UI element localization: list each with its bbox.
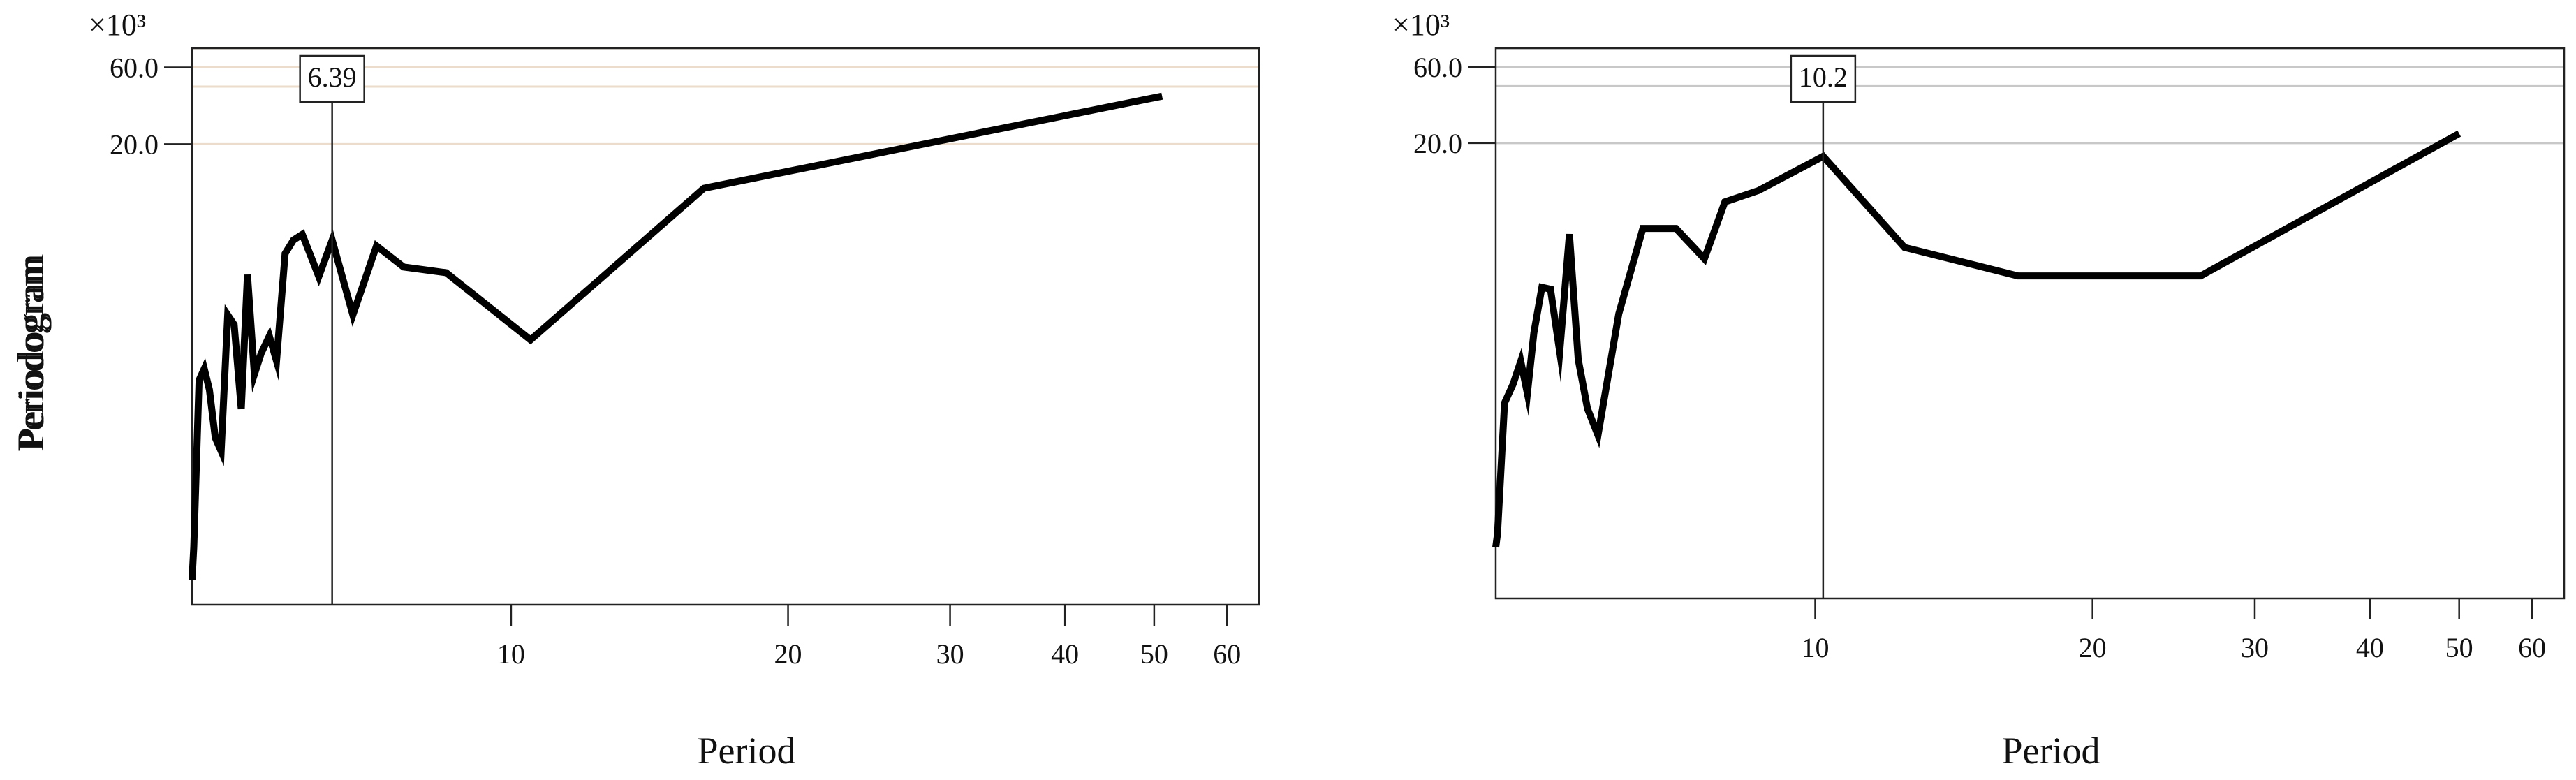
x-tick-label: 50 [1140,638,1168,670]
x-tick-label: 40 [1051,638,1079,670]
x-tick-label: 50 [2445,632,2473,663]
x-tick-label: 30 [2241,632,2269,663]
y-axis-title: Periodogram [10,254,52,449]
x-tick-label: 10 [1802,632,1830,663]
plot-frame [1496,48,2564,598]
x-axis-title: Period [698,730,796,772]
y-multiplier-label: ×10³ [1392,8,1450,42]
marker-label: 6.39 [308,61,357,93]
plot-frame [192,48,1259,605]
series-line [192,96,1162,580]
x-tick-label: 60 [2518,632,2546,663]
y-tick-label: 20.0 [110,128,159,160]
chart-panel-2: 60.0 20.0 ×10³ 10 20 30 40 50 60 Period Periodogra… [10,8,2564,772]
y-tick-label: 60.0 [110,52,159,83]
x-tick-label: 40 [2356,632,2384,663]
series-line [1496,133,2459,547]
x-tick-label: 30 [936,638,964,670]
chart-panel-1: 60.0 20.0 ×10³ 10 20 30 40 50 60 Period Periodogra… [10,8,1259,772]
x-axis-title: Period [2002,730,2100,772]
y-multiplier-label: ×10³ [89,8,146,42]
y-tick-label: 60.0 [1413,52,1462,83]
x-tick-label: 10 [497,638,525,670]
y-tick-label: 20.0 [1413,128,1462,159]
x-tick-label: 20 [2079,632,2107,663]
marker-label: 10.2 [1799,61,1848,93]
x-tick-label: 60 [1213,638,1241,670]
x-tick-label: 20 [774,638,802,670]
